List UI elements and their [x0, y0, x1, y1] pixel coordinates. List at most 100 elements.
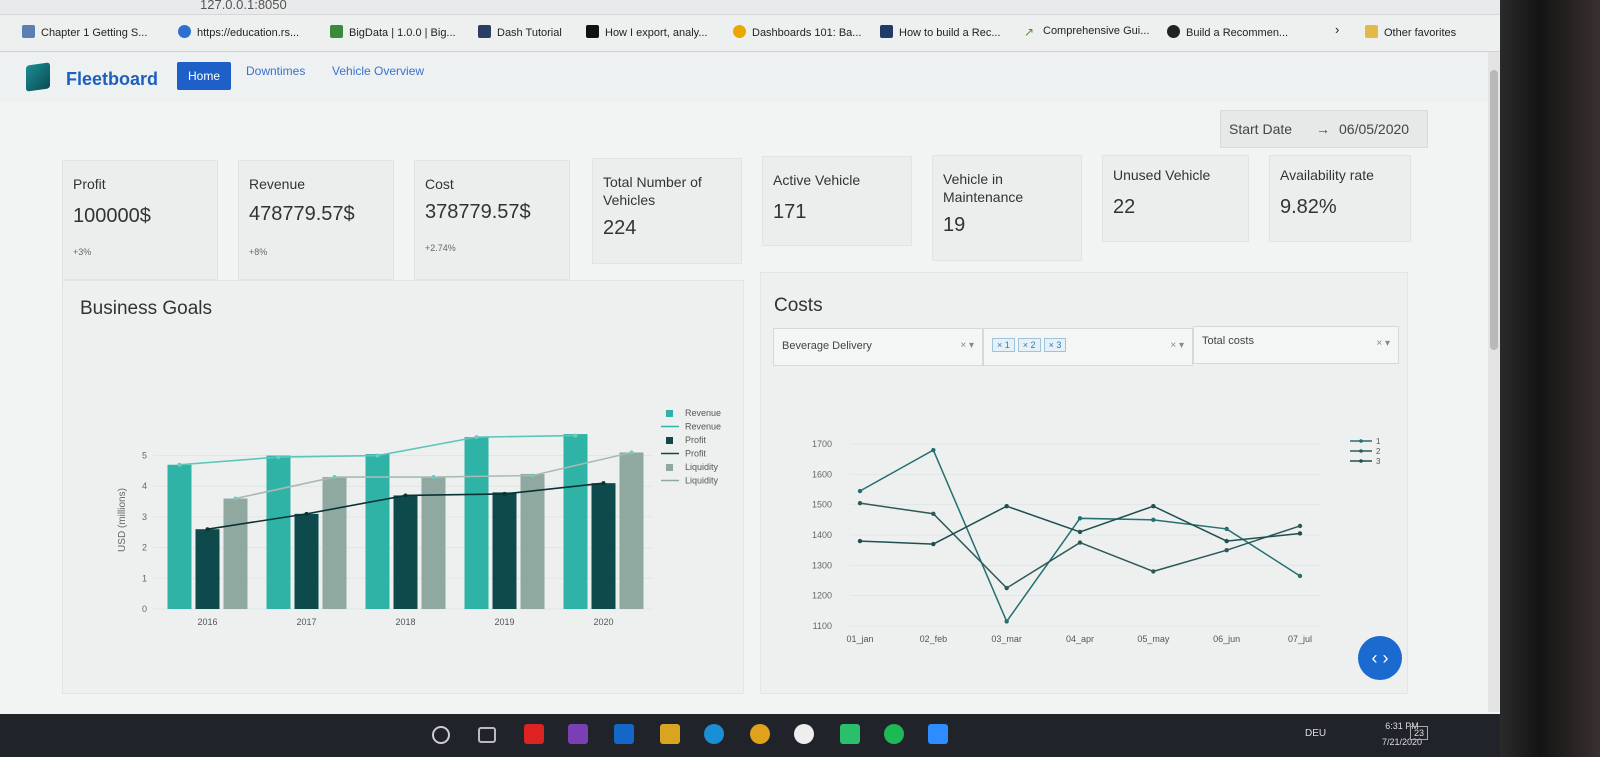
point-series-3: [931, 541, 936, 547]
business-goals-panel: Business Goals 0 1 2 3 4 5 USD (millions) 2016 2…: [62, 280, 744, 694]
bookmark-label: Comprehensive Gui...: [1043, 25, 1150, 37]
chip-vehicle-1[interactable]: × 1: [992, 338, 1015, 352]
bookmark-favicon-icon: ↗: [1024, 25, 1035, 39]
page-scrollbar[interactable]: [1488, 52, 1500, 712]
zoom-icon[interactable]: [928, 724, 948, 744]
chrome-icon[interactable]: [750, 724, 770, 744]
notification-icon[interactable]: 23: [1410, 726, 1429, 740]
point-liquidity: [629, 450, 634, 455]
bookmark-item[interactable]: BigData | 1.0.0 | Big...: [330, 25, 456, 39]
nav-downtimes[interactable]: Downtimes: [246, 64, 306, 78]
bookmark-item[interactable]: Chapter 1 Getting S...: [22, 25, 147, 39]
bookmark-item[interactable]: Dashboards 101: Ba...: [733, 25, 861, 39]
bar-revenue: [563, 434, 588, 609]
bookmark-favicon-icon: [330, 25, 343, 38]
bookmark-item[interactable]: https://education.rs...: [178, 25, 299, 39]
bar-revenue: [266, 455, 291, 609]
x-tick-label: 2016: [197, 617, 217, 627]
bookmark-item[interactable]: How to build a Rec...: [880, 25, 1001, 39]
clear-chevron-icon[interactable]: × ▾: [1170, 340, 1184, 351]
other-favorites[interactable]: Other favorites: [1365, 25, 1456, 39]
point-series-1: [1297, 573, 1303, 579]
search-icon[interactable]: [432, 726, 450, 744]
chip-vehicle-2[interactable]: × 2: [1017, 338, 1041, 352]
x-tick-label: 06_jun: [1213, 634, 1240, 644]
y-axis-label: USD (millions): [117, 488, 128, 552]
arrow-right-icon: →: [1316, 121, 1330, 137]
bar-liquidity: [223, 498, 248, 609]
point-profit: [403, 493, 408, 498]
pycharm-icon[interactable]: [840, 724, 860, 744]
language-indicator[interactable]: DEU: [1305, 728, 1327, 739]
x-tick-label: 03_mar: [991, 634, 1022, 644]
code-brackets-icon: ‹ ›: [1371, 648, 1389, 668]
business-goals-chart[interactable]: 0 1 2 3 4 5 USD (millions) 2016 2017 2018 2019 2020…: [63, 281, 743, 693]
vehicle-id-multiselect[interactable]: × 1 × 2 × 3 × ▾: [983, 328, 1193, 366]
nav-home[interactable]: Home: [177, 62, 232, 90]
nav-vehicle-overview[interactable]: Vehicle Overview: [332, 64, 425, 78]
bookmarks-bar: Chapter 1 Getting S... https://education…: [0, 15, 1500, 52]
x-tick-label: 04_apr: [1066, 634, 1094, 644]
legend-label: 1: [1376, 437, 1381, 446]
kpi-value: 22: [1113, 196, 1136, 218]
code-toggle-button[interactable]: ‹ ›: [1358, 636, 1402, 680]
legend-swatch: [666, 464, 673, 471]
kpi-title: Revenue: [249, 176, 306, 192]
point-liquidity: [530, 473, 535, 478]
x-tick-label: 07_jul: [1288, 634, 1312, 644]
bar-liquidity: [619, 452, 644, 609]
kpi-delta: +8%: [249, 247, 268, 257]
bar-profit: [591, 483, 616, 609]
bookmark-item[interactable]: Dash Tutorial: [478, 25, 562, 39]
chip-vehicle-3[interactable]: × 3: [1043, 338, 1067, 352]
bookmark-item[interactable]: How I export, analy...: [586, 25, 708, 39]
y-tick-label: 2: [142, 543, 147, 553]
clear-chevron-icon[interactable]: × ▾: [960, 340, 974, 351]
bookmark-favicon-icon: [178, 25, 191, 38]
kpi-delta: +3%: [73, 247, 92, 257]
legend-marker: [1359, 459, 1363, 463]
bar-revenue: [365, 454, 390, 609]
point-series-2: [931, 511, 936, 516]
date-range-picker[interactable]: Start Date → 06/05/2020: [1220, 110, 1428, 148]
scrollbar-thumb[interactable]: [1490, 70, 1498, 350]
kpi-value: 171: [773, 201, 807, 223]
point-series-3: [1004, 503, 1009, 509]
edge-icon[interactable]: [704, 724, 724, 744]
task-view-icon[interactable]: [478, 727, 496, 743]
kpi-value: 378779.57$: [425, 201, 531, 223]
vehicle-type-dropdown[interactable]: Beverage Delivery × ▾: [773, 328, 983, 366]
bookmark-item[interactable]: ↗ Comprehensive Gui...: [1024, 25, 1149, 39]
point-profit: [601, 481, 606, 486]
onenote-icon[interactable]: [568, 724, 588, 744]
legend-label: Profit: [685, 435, 707, 445]
point-revenue: [276, 455, 281, 460]
y-tick-label: 1500: [812, 500, 832, 510]
legend-label: Liquidity: [685, 476, 719, 486]
costs-line-chart[interactable]: 1100 1200 1300 1400 1500 1600 1700 01_jan 02_feb…: [760, 380, 1406, 680]
clear-chevron-icon[interactable]: × ▾: [1376, 338, 1390, 349]
point-revenue: [177, 462, 182, 467]
chevron-right-icon[interactable]: ›: [1335, 22, 1340, 37]
address-bar[interactable]: 127.0.0.1:8050: [200, 0, 287, 12]
bookmark-label: BigData | 1.0.0 | Big...: [349, 27, 456, 39]
spotify-icon[interactable]: [884, 724, 904, 744]
point-series-3: [857, 538, 863, 544]
end-date-value[interactable]: 06/05/2020: [1339, 121, 1410, 137]
line-series-2: [859, 502, 1301, 590]
bookmark-item[interactable]: Build a Recommen...: [1167, 25, 1288, 39]
legend-marker: [1359, 449, 1363, 453]
windows-taskbar: DEU 6:31 PM 7/21/2020 23: [0, 714, 1500, 757]
slack-icon[interactable]: [794, 724, 814, 744]
kpi-value: 478779.57$: [249, 203, 355, 225]
outlook-icon[interactable]: [614, 724, 634, 744]
app-icon[interactable]: [524, 724, 544, 744]
brand-title[interactable]: Fleetboard: [66, 69, 159, 89]
cost-metric-dropdown[interactable]: Total costs × ▾: [1193, 326, 1399, 364]
explorer-icon[interactable]: [660, 724, 680, 744]
system-clock[interactable]: 6:31 PM 7/21/2020: [1382, 718, 1422, 750]
legend-label: Revenue: [685, 422, 721, 432]
point-series-1: [857, 488, 863, 494]
point-series-3: [1151, 503, 1156, 509]
point-series-2: [1297, 523, 1303, 529]
